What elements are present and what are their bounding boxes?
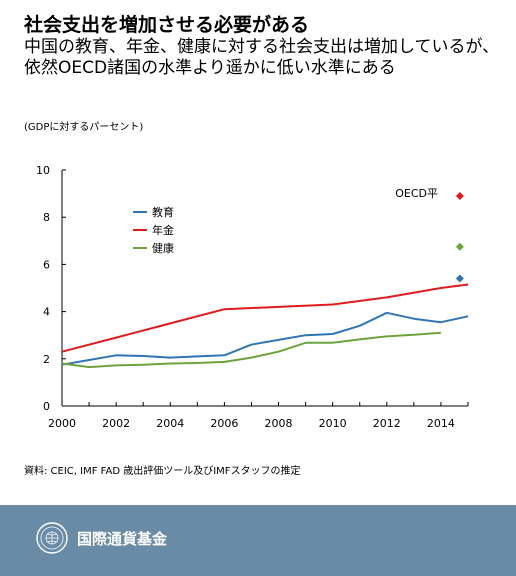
y-tick-label: 6 <box>43 258 50 271</box>
x-tick-label: 2010 <box>319 417 347 430</box>
x-tick-label: 2004 <box>156 417 184 430</box>
legend-label: 健康 <box>152 241 174 255</box>
y-tick-label: 4 <box>43 306 50 319</box>
chart-series <box>61 283 469 369</box>
oecd-marker <box>455 274 464 283</box>
footer-bar: 国際通貨基金 <box>0 505 516 576</box>
x-tick-label: 2014 <box>427 417 455 430</box>
legend-label: 教育 <box>152 205 174 219</box>
y-tick-label: 0 <box>43 400 50 413</box>
x-tick-label: 2008 <box>265 417 293 430</box>
oecd-markers: OECD平 <box>395 187 464 283</box>
x-tick-label: 2000 <box>48 417 76 430</box>
oecd-marker <box>455 242 464 251</box>
oecd-marker <box>455 191 464 200</box>
y-tick-label: 8 <box>43 211 50 224</box>
x-tick-label: 2006 <box>210 417 238 430</box>
x-tick-label: 2012 <box>373 417 401 430</box>
source-note: 資料: CEIC, IMF FAD 歳出評価ツール及びIMFスタッフの推定 <box>24 466 301 477</box>
y-tick-label: 2 <box>43 353 50 366</box>
chart-axes: 0 2 4 6 8 10 2000 2002 2004 2006 2008 2010 2012 2014 <box>36 164 469 430</box>
page-subtitle: 中国の教育、年金、健康に対する社会支出は増加しているが、依然OECD諸国の水準よ… <box>24 37 500 78</box>
series-line <box>61 331 441 369</box>
y-tick-label: 10 <box>36 164 50 177</box>
imf-seal-icon <box>36 522 68 554</box>
x-tick-label: 2002 <box>102 417 130 430</box>
page-title: 社会支出を増加させる必要がある <box>24 14 310 36</box>
org-name: 国際通貨基金 <box>77 530 168 548</box>
series-line <box>61 311 469 366</box>
unit-label: (GDPに対するパーセント) <box>24 122 144 133</box>
series-line <box>61 283 469 353</box>
oecd-label: OECD平 <box>395 187 438 200</box>
legend-label: 年金 <box>152 223 174 237</box>
